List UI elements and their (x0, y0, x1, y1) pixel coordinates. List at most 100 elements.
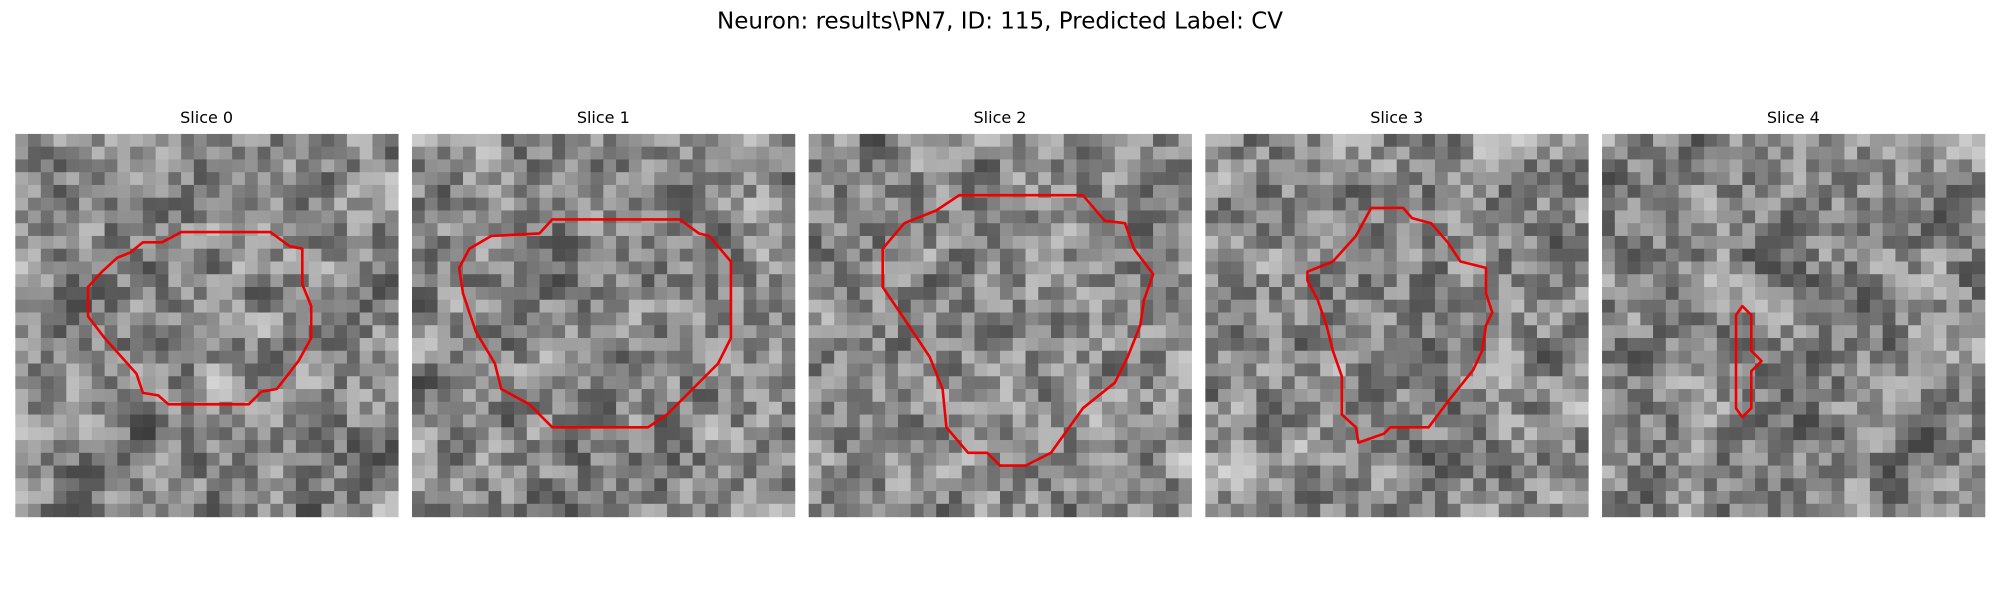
pixel (756, 376, 770, 390)
pixel (743, 172, 757, 186)
pixel (1089, 223, 1103, 237)
pixel (1345, 363, 1360, 377)
pixel (1165, 503, 1180, 518)
pixel (859, 299, 874, 314)
pixel (1358, 414, 1372, 428)
pixel (1447, 503, 1462, 518)
pixel (270, 452, 284, 467)
pixel (1256, 299, 1270, 314)
pixel (1000, 503, 1014, 518)
pixel (1831, 440, 1845, 454)
pixel (1218, 452, 1232, 467)
pixel (756, 414, 770, 428)
pixel (1332, 159, 1347, 173)
pixel (1780, 248, 1794, 263)
pixel (565, 452, 579, 467)
pixel (641, 465, 655, 479)
pixel (142, 210, 157, 224)
pixel (1256, 159, 1270, 173)
pixel (1165, 197, 1180, 212)
pixel (411, 478, 426, 492)
pixel (1767, 210, 1782, 224)
pixel (1243, 338, 1257, 352)
pixel (1063, 248, 1078, 263)
pixel (628, 325, 643, 339)
pixel (308, 184, 323, 199)
pixel (1243, 133, 1257, 148)
pixel (1498, 338, 1513, 352)
pixel (1602, 503, 1616, 518)
pixel (961, 210, 976, 224)
pixel (808, 159, 823, 173)
pixel (411, 338, 426, 352)
pixel (270, 478, 284, 492)
pixel (257, 338, 272, 352)
pixel (1627, 376, 1641, 390)
pixel (1320, 427, 1334, 441)
pixel (1742, 491, 1756, 505)
pixel (117, 261, 131, 275)
pixel (1409, 184, 1423, 199)
pixel (590, 248, 604, 263)
pixel (834, 197, 848, 212)
pixel (1383, 286, 1398, 301)
pixel (936, 133, 950, 148)
pixel (590, 299, 604, 314)
pixel (705, 338, 719, 352)
pixel (539, 465, 553, 479)
pixel (692, 452, 706, 467)
pixel (552, 414, 566, 428)
pixel (270, 261, 284, 275)
pixel (1320, 197, 1334, 212)
pixel (424, 159, 439, 173)
pixel (1869, 133, 1884, 148)
pixel (1767, 197, 1782, 212)
pixel (756, 133, 770, 148)
pixel (1358, 325, 1372, 339)
pixel (1908, 146, 1922, 161)
pixel (1218, 286, 1232, 301)
pixel (897, 465, 912, 479)
pixel (1434, 491, 1449, 505)
pixel (1511, 491, 1525, 505)
pixel (1114, 248, 1129, 263)
pixel (1536, 465, 1551, 479)
pixel (1498, 350, 1513, 365)
pixel (897, 376, 912, 390)
pixel (1294, 159, 1308, 173)
pixel (53, 312, 67, 326)
pixel (142, 503, 157, 518)
pixel (1434, 248, 1449, 263)
pixel (679, 401, 694, 416)
pixel (104, 452, 118, 467)
pixel (1218, 261, 1232, 275)
pixel (424, 503, 439, 518)
pixel (808, 350, 823, 365)
pixel (1665, 363, 1680, 377)
pixel (1012, 248, 1027, 263)
pixel (1396, 312, 1411, 326)
pixel (1806, 452, 1820, 467)
pixel (1882, 376, 1897, 390)
pixel (1114, 184, 1129, 199)
pixel (1627, 389, 1641, 403)
pixel (1076, 274, 1090, 288)
pixel (1051, 401, 1065, 416)
pixel (1307, 401, 1321, 416)
pixel (705, 133, 719, 148)
pixel (539, 223, 553, 237)
pixel (1281, 146, 1296, 161)
pixel (1460, 440, 1474, 454)
pixel (1178, 363, 1192, 377)
pixel (821, 491, 835, 505)
pixel (1524, 299, 1538, 314)
pixel (1920, 465, 1935, 479)
pixel (743, 159, 757, 173)
pixel (1627, 172, 1641, 186)
pixel (463, 478, 477, 492)
pixel (514, 248, 528, 263)
pixel (1447, 146, 1462, 161)
pixel (1831, 274, 1845, 288)
pixel (219, 274, 233, 288)
pixel (961, 248, 976, 263)
